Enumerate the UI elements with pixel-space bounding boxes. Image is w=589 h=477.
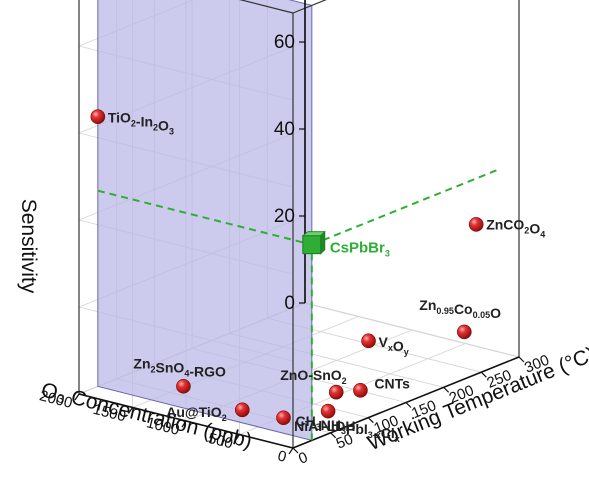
- z-axis-title: Sensitivity: [17, 199, 40, 294]
- label-cnts: CNTs: [374, 375, 410, 391]
- label-zn2sno4-rgo: Zn2SnO4-RGO: [133, 355, 226, 379]
- data-point-zno-sno2: [328, 384, 344, 400]
- z-tick-label: 20: [274, 206, 295, 227]
- y-tick-label: 50: [334, 431, 356, 453]
- highlight-guides: [97, 169, 497, 441]
- data-point-ch3nh3pbi3-xclx: [276, 410, 291, 426]
- data-point-zn0-95co0-05o: [456, 324, 472, 340]
- label-zn0-95co0-05o: Zn0.95Co0.05O: [419, 297, 501, 321]
- data-point-vxoy: [361, 333, 376, 349]
- label-au-tio2: Au@TiO2: [166, 404, 226, 423]
- label-nial-ldh: NiAl-LDH: [294, 418, 355, 434]
- x-tick-label: 0: [276, 447, 288, 466]
- label-tio2-in2o3: TiO2-In2O3: [108, 110, 174, 137]
- x-tick-label: 500: [206, 430, 234, 453]
- data-point-tio2-in2o3: [90, 109, 106, 125]
- point-labels: ZnOTiO2-In2O3ZnCO2O4VxOyZn0.95Co0.05OZn2…: [108, 110, 545, 444]
- highlight-point-cspbbr3: [302, 235, 322, 255]
- data-point-cnts: [353, 382, 368, 398]
- data-point-znco2o4: [468, 217, 484, 232]
- label-vxoy: VxOy: [379, 334, 409, 357]
- label-cspbbr3: CsPbBr3: [330, 240, 390, 259]
- data-point-au-tio2: [234, 402, 250, 418]
- z-tick-label: 0: [284, 293, 295, 314]
- highlight-plane: [97, 0, 313, 442]
- label-znco2o4: ZnCO2O4: [486, 216, 545, 239]
- label-zno-sno2: ZnO-SnO2: [280, 367, 346, 386]
- data-point-nial-ldh: [320, 403, 336, 419]
- z-tick-label: 60: [274, 32, 295, 53]
- data-point-zn2sno4-rgo: [176, 378, 191, 394]
- z-tick-label: 40: [274, 119, 295, 140]
- data-points: [90, 109, 484, 426]
- sensitivity-plane: [97, 0, 313, 442]
- y-tick-label: 0: [296, 449, 310, 468]
- label-ch3nh3pbi3-xclx: CH3NH3PbI3-xClx: [296, 413, 400, 444]
